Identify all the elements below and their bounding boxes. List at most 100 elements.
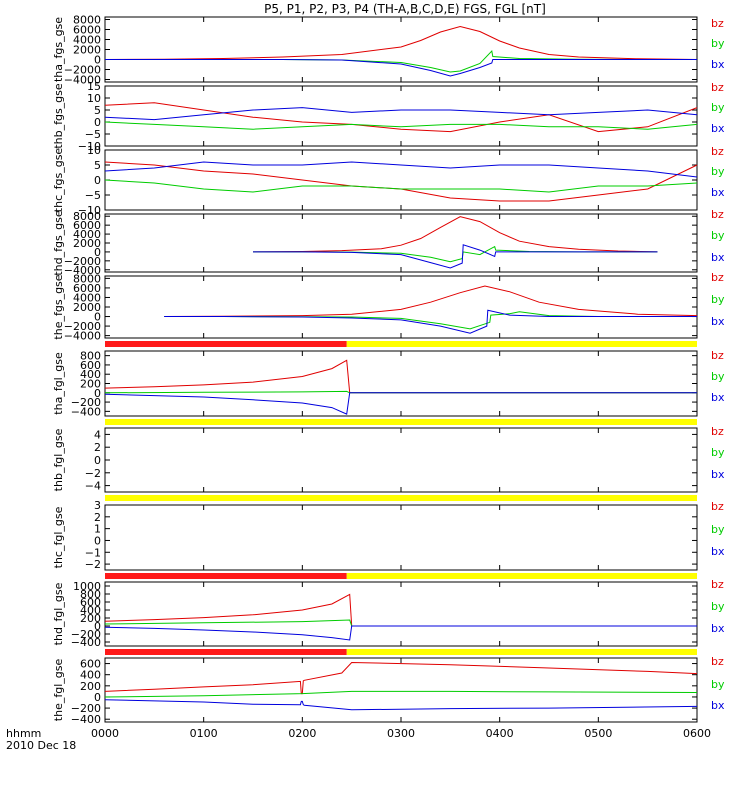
panel-frame — [104, 350, 698, 417]
y-axis-label: tha_fgl_gse — [52, 352, 65, 415]
legend-by: by — [711, 678, 725, 691]
series-by-line — [104, 690, 698, 698]
y-tick-label: −5 — [85, 128, 101, 141]
status-bar-segment-yellow — [105, 495, 697, 501]
y-tick-label: −4 — [85, 480, 101, 493]
y-tick-label: 2000 — [73, 301, 101, 314]
series-by-line — [164, 311, 697, 330]
status-bar-segment-red — [105, 649, 347, 655]
x-axis-tick-labels: 0000 0100 0200 0300 0400 0500 0600 — [91, 727, 711, 740]
y-axis-label: the_fgs_gse — [52, 274, 65, 339]
y-tick-label: 200 — [80, 378, 101, 391]
y-tick-label: 0 — [94, 620, 101, 633]
y-tick-label: 400 — [80, 669, 101, 682]
series-bz-line — [104, 359, 697, 394]
y-tick-label: 2 — [94, 511, 101, 524]
y-tick-label: −2000 — [64, 64, 101, 77]
status-bar-segment-red — [105, 573, 347, 579]
y-tick-label: −1 — [85, 546, 101, 559]
status-bar-segment-yellow — [346, 649, 697, 655]
panel-thc_fgs_gse: 10 5 0 −5 −10 thc_fgs_gse bz by bx — [52, 144, 725, 217]
series-by-line — [105, 49, 697, 73]
y-axis-label: the_fgl_gse — [52, 659, 65, 722]
series-bz-line — [104, 661, 698, 695]
series-bx-line — [105, 59, 697, 77]
series-bx-line — [104, 625, 697, 641]
x-tick-label: 0300 — [387, 727, 415, 740]
series-by-line — [104, 179, 698, 193]
y-tick-label: −4000 — [64, 330, 101, 343]
legend-by: by — [711, 229, 725, 242]
x-tick-label: 0100 — [190, 727, 218, 740]
legend-bz: bz — [711, 208, 724, 221]
y-tick-label: 600 — [80, 359, 101, 372]
y-axis-label: tha_fgs_gse — [52, 17, 65, 82]
series-by-line — [104, 121, 698, 130]
legend-bx: bx — [711, 122, 725, 135]
y-tick-label: −200 — [71, 702, 101, 715]
legend-bx: bx — [711, 622, 725, 635]
y-tick-label: 6000 — [73, 282, 101, 295]
y-tick-label: 8000 — [73, 14, 101, 27]
status-bar-segment-red — [105, 341, 347, 347]
y-axis-label: thd_fgl_gse — [52, 582, 65, 645]
series-bz-line — [104, 25, 698, 60]
series-by-line — [104, 619, 697, 627]
y-tick-label: 0 — [94, 387, 101, 400]
legend-bz: bz — [711, 81, 724, 94]
legend-by: by — [711, 37, 725, 50]
legend-bx: bx — [711, 315, 725, 328]
status-bar-segment-yellow — [105, 419, 697, 425]
y-tick-label: 1000 — [73, 580, 101, 593]
y-tick-label: −4000 — [64, 74, 101, 87]
series-bz-line — [104, 593, 697, 627]
panel-thb_fgl_gse: 420−2−4 thb_fgl_gse bz by bx — [52, 419, 725, 493]
y-tick-label: 8000 — [73, 210, 101, 223]
y-tick-label: −400 — [71, 713, 101, 726]
panel-frame — [104, 427, 698, 493]
y-tick-label: 2000 — [73, 237, 101, 250]
y-tick-label: −400 — [71, 636, 101, 649]
x-tick-label: 0200 — [288, 727, 316, 740]
legend-bz: bz — [711, 145, 724, 158]
y-tick-label: −2 — [85, 467, 101, 480]
legend-bx: bx — [711, 468, 725, 481]
panel-frame — [104, 581, 698, 647]
y-tick-label: 2 — [94, 441, 101, 454]
y-tick-label: 10 — [87, 92, 101, 105]
y-tick-label: −2000 — [64, 320, 101, 333]
y-tick-label: 10 — [87, 144, 101, 157]
x-tick-label: 0500 — [584, 727, 612, 740]
series-bx-line — [104, 699, 698, 711]
y-tick-label: 2000 — [73, 44, 101, 57]
y-tick-label: 0 — [94, 311, 101, 324]
legend-by: by — [711, 600, 725, 613]
y-tick-label: 5 — [94, 159, 101, 172]
legend-bx: bx — [711, 545, 725, 558]
legend-bz: bz — [711, 17, 724, 30]
series-bz-line — [252, 216, 658, 253]
legend-by: by — [711, 446, 725, 459]
panel-frame — [104, 275, 698, 339]
series-bz-line — [104, 102, 698, 133]
y-tick-label: 6000 — [73, 24, 101, 37]
y-axis-label: thb_fgs_gse — [52, 83, 65, 149]
legend-bz: bz — [711, 271, 724, 284]
legend-bx: bx — [711, 391, 725, 404]
legend-bx: bx — [711, 58, 725, 71]
y-tick-label: 4000 — [73, 228, 101, 241]
y-tick-label: −4000 — [64, 264, 101, 277]
legend-bz: bz — [711, 425, 724, 438]
y-tick-label: 0 — [94, 454, 101, 467]
legend-by: by — [711, 101, 725, 114]
legend-bz: bz — [711, 500, 724, 513]
series-bz-line — [104, 161, 698, 202]
y-axis-label: thc_fgl_gse — [52, 506, 65, 568]
series-bx-line — [164, 309, 697, 334]
y-tick-label: −2 — [85, 558, 101, 571]
